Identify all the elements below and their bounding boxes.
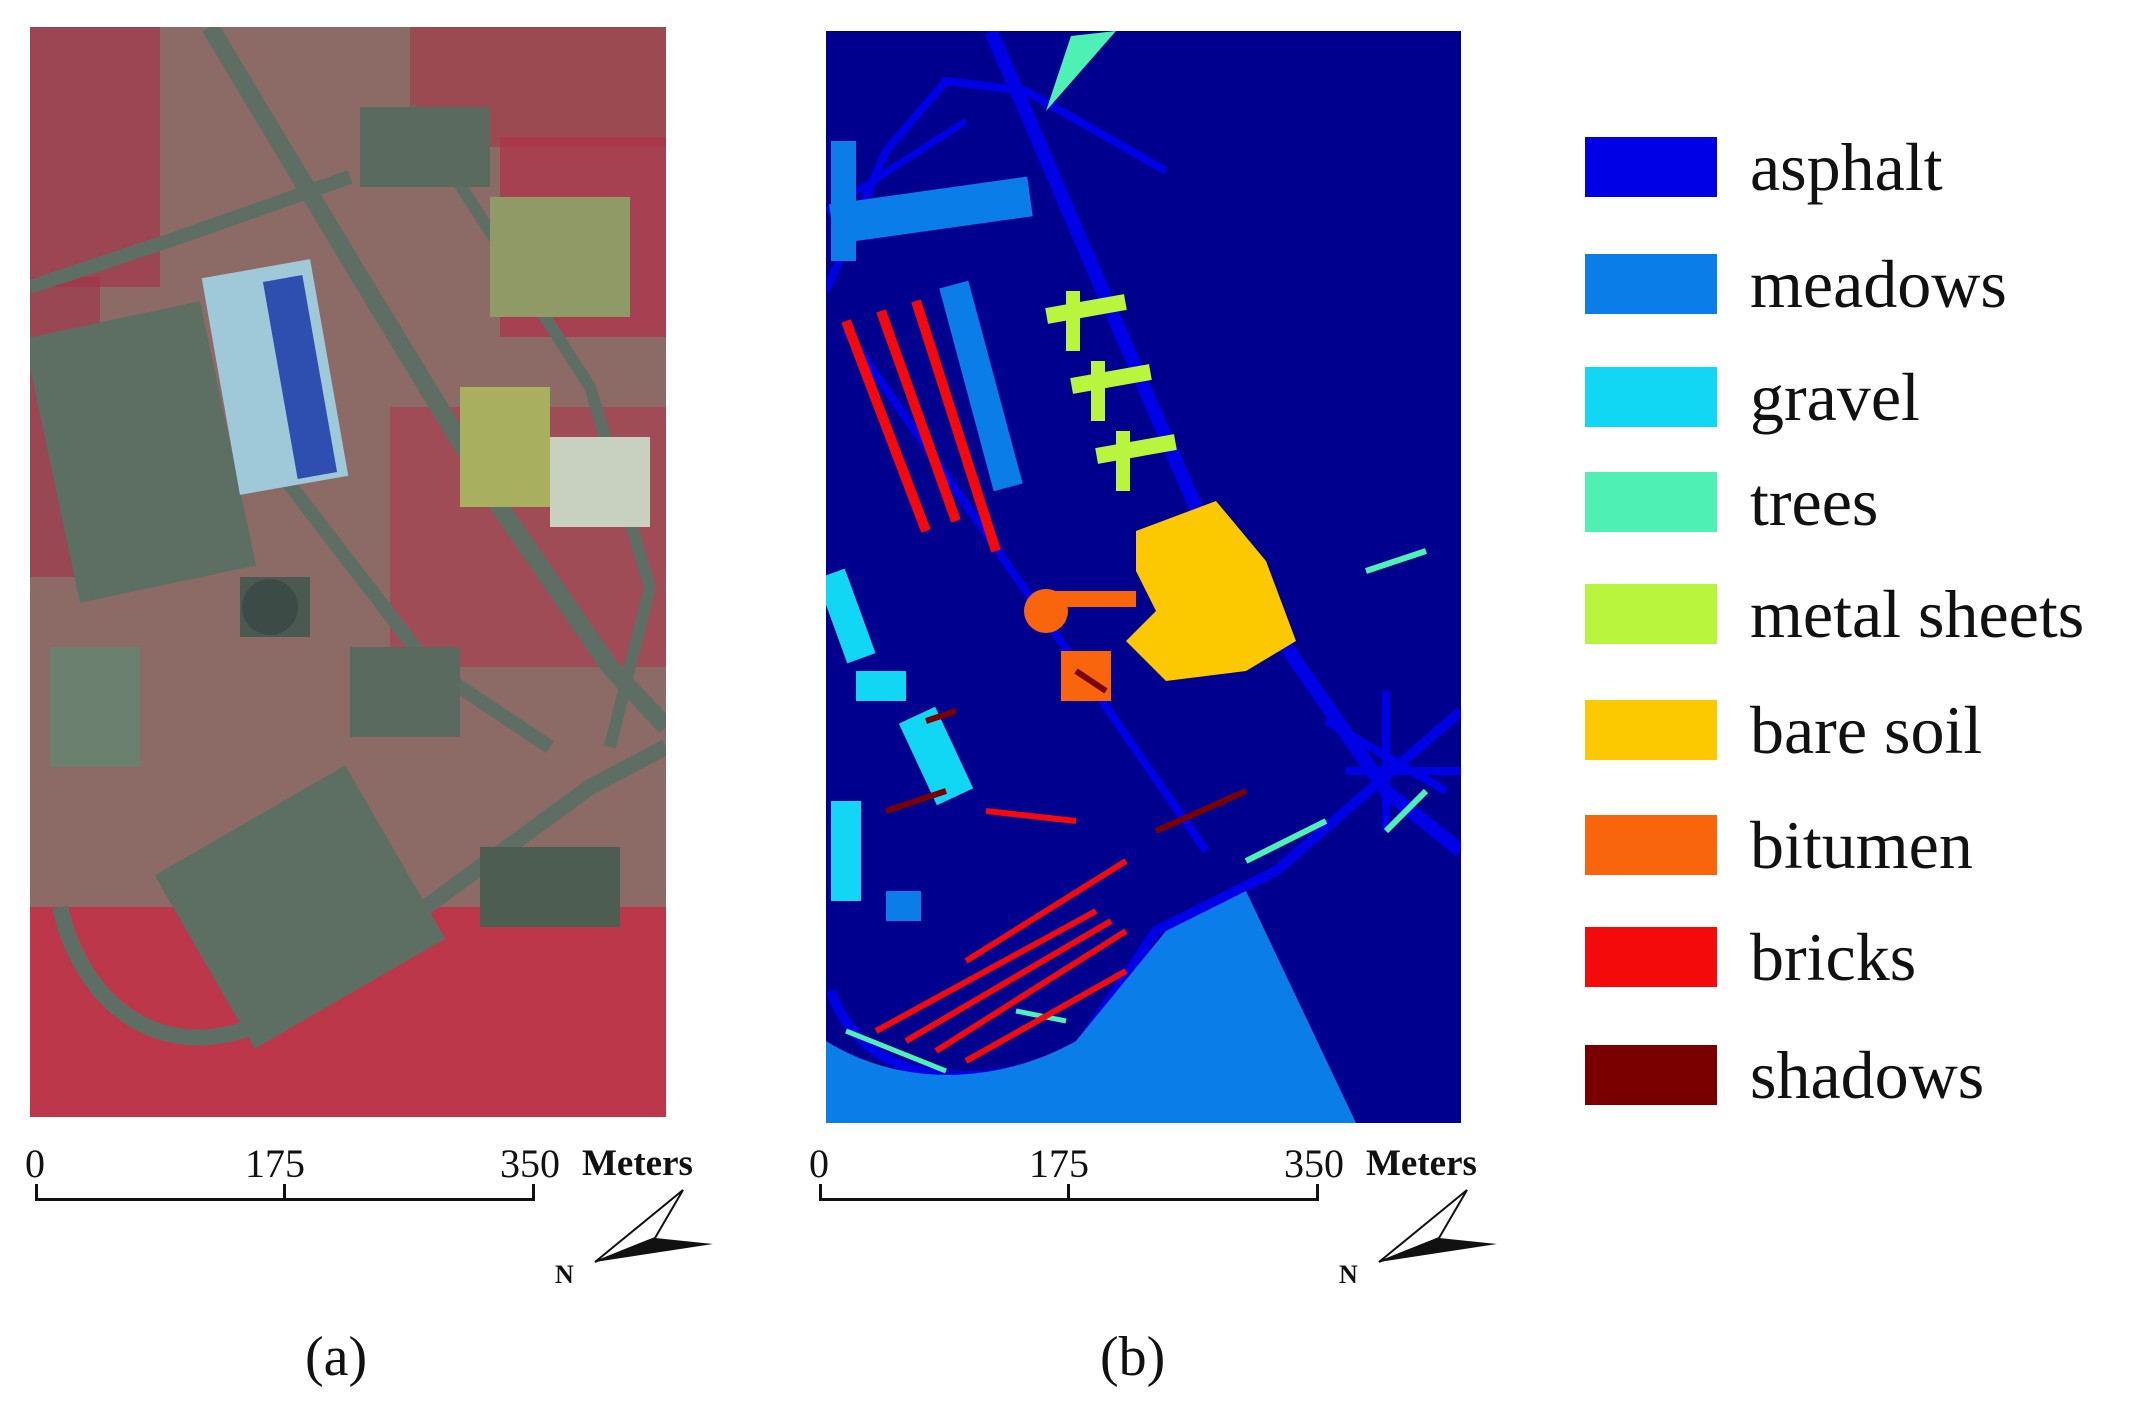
legend-swatch xyxy=(1585,927,1717,987)
legend-label: shadows xyxy=(1750,1037,1985,1113)
scale-tick-350: 350 xyxy=(500,1141,560,1186)
scale-tick-175: 175 xyxy=(245,1141,305,1186)
scale-bar-a: 0 175 350 Meters xyxy=(25,1140,730,1210)
scale-tick-mark xyxy=(283,1184,286,1200)
scale-tick-175: 175 xyxy=(1029,1141,1089,1186)
false-color-image xyxy=(30,27,666,1117)
legend-swatch xyxy=(1585,367,1717,427)
legend-label: gravel xyxy=(1750,359,1920,435)
scale-unit-label: Meters xyxy=(1366,1143,1477,1184)
caption-b: (b) xyxy=(1100,1326,1166,1388)
north-arrow-a: N xyxy=(555,1180,725,1290)
scale-unit-label: Meters xyxy=(582,1143,693,1184)
legend-swatch xyxy=(1585,137,1717,197)
north-label: N xyxy=(1339,1260,1358,1289)
legend-swatch xyxy=(1585,472,1717,532)
north-label: N xyxy=(555,1260,574,1289)
scale-tick-mark xyxy=(532,1184,535,1200)
legend-label: metal sheets xyxy=(1750,576,2085,652)
scale-tick-350: 350 xyxy=(1284,1141,1344,1186)
north-arrow-icon xyxy=(1378,1189,1497,1263)
legend-label: asphalt xyxy=(1750,129,1943,205)
legend-swatch xyxy=(1585,584,1717,644)
scale-tick-mark xyxy=(819,1184,822,1200)
classification-map xyxy=(826,31,1461,1123)
scale-bar-b: 0 175 350 Meters xyxy=(809,1140,1514,1210)
legend-swatch xyxy=(1585,815,1717,875)
legend-label: bitumen xyxy=(1750,807,1973,883)
north-arrow-icon xyxy=(594,1189,713,1263)
legend-label: bare soil xyxy=(1750,692,1983,768)
legend-swatch xyxy=(1585,700,1717,760)
scale-tick-0: 0 xyxy=(25,1141,45,1186)
legend-swatch xyxy=(1585,1045,1717,1105)
legend-swatch xyxy=(1585,254,1717,314)
legend-label: meadows xyxy=(1750,246,2007,322)
legend-label: bricks xyxy=(1750,919,1917,995)
scale-tick-mark xyxy=(1067,1184,1070,1200)
caption-a: (a) xyxy=(305,1326,368,1388)
north-arrow-b: N xyxy=(1339,1180,1509,1290)
scale-tick-mark xyxy=(35,1184,38,1200)
scale-tick-0: 0 xyxy=(809,1141,829,1186)
legend-label: trees xyxy=(1750,464,1879,540)
scale-tick-mark xyxy=(1316,1184,1319,1200)
